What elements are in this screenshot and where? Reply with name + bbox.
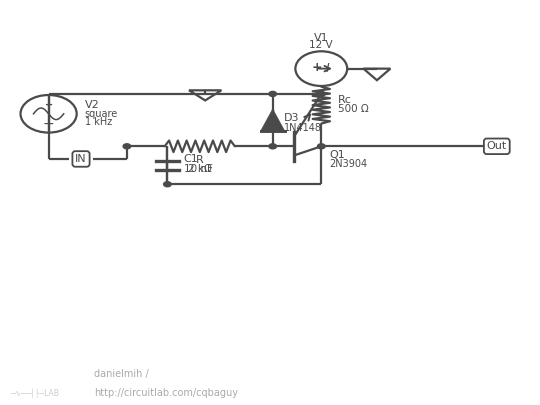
Circle shape bbox=[269, 144, 276, 149]
Text: 12 V: 12 V bbox=[309, 40, 333, 50]
Text: C1: C1 bbox=[184, 154, 198, 164]
Text: danielmih /: danielmih / bbox=[94, 369, 152, 379]
Text: 2N3904: 2N3904 bbox=[329, 160, 368, 169]
Text: 2 kΩ: 2 kΩ bbox=[188, 164, 212, 174]
Circle shape bbox=[123, 144, 131, 149]
Circle shape bbox=[164, 182, 171, 187]
Circle shape bbox=[318, 92, 325, 96]
Text: +: + bbox=[44, 100, 53, 110]
Text: ─∿──┤├─LAB: ─∿──┤├─LAB bbox=[10, 388, 59, 397]
Text: −: − bbox=[43, 117, 55, 131]
Text: square: square bbox=[85, 109, 118, 119]
Text: V1: V1 bbox=[314, 32, 329, 43]
Text: http://circuitlab.com/cqbaguy: http://circuitlab.com/cqbaguy bbox=[94, 388, 239, 398]
Text: 1N4148: 1N4148 bbox=[284, 123, 321, 133]
Text: R: R bbox=[196, 155, 204, 165]
Text: Out: Out bbox=[487, 141, 507, 151]
Circle shape bbox=[318, 144, 325, 149]
Text: 10 nF: 10 nF bbox=[184, 164, 212, 174]
Text: V2: V2 bbox=[85, 100, 99, 110]
Text: D3: D3 bbox=[284, 113, 299, 123]
Text: 500 Ω: 500 Ω bbox=[338, 104, 368, 115]
Text: Laborator 5 schema 2: Laborator 5 schema 2 bbox=[170, 369, 289, 379]
Text: Q1: Q1 bbox=[329, 150, 345, 160]
Text: IN: IN bbox=[75, 154, 87, 164]
Polygon shape bbox=[261, 109, 285, 131]
Text: CIRCUIT: CIRCUIT bbox=[10, 369, 57, 379]
Text: Rc: Rc bbox=[338, 95, 352, 105]
Circle shape bbox=[269, 92, 276, 96]
Text: 1 kHz: 1 kHz bbox=[85, 117, 112, 127]
Text: I: I bbox=[326, 62, 329, 75]
Text: +: + bbox=[312, 61, 322, 74]
